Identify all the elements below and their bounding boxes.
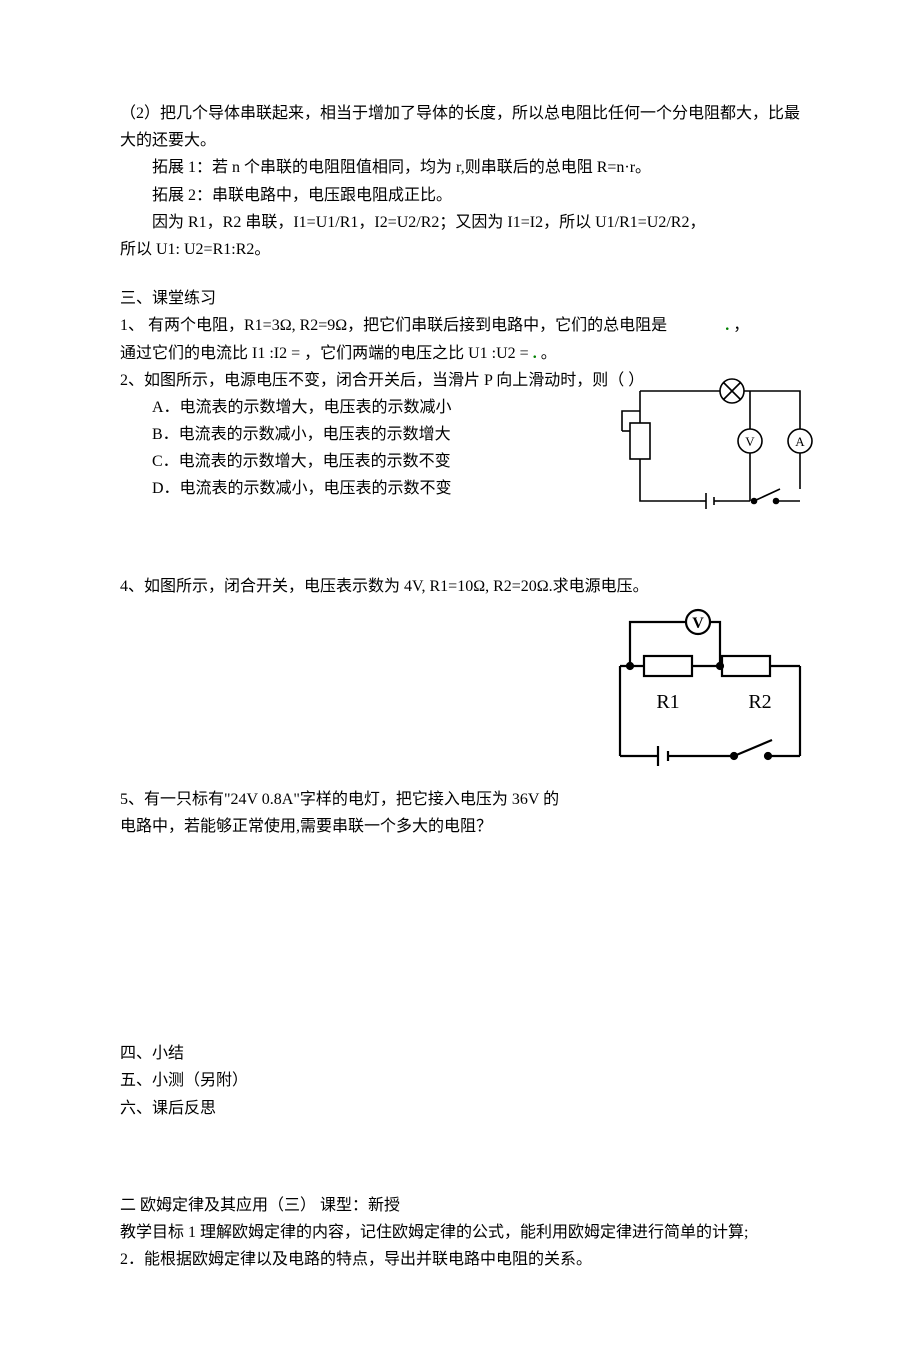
question-1-text-d: 。 <box>541 345 557 362</box>
teaching-goal-1: 教学目标 1 理解欧姆定律的内容，记住欧姆定律的公式，能利用欧姆定律进行简单的计… <box>120 1219 800 1246</box>
teaching-goal-2: 2．能根据欧姆定律以及电路的特点，导出并联电路中电阻的关系。 <box>120 1246 800 1273</box>
section-6-heading: 六、课后反思 <box>120 1095 800 1122</box>
section-5-heading: 五、小测（另附） <box>120 1067 800 1094</box>
paragraph-2: （2）把几个导体串联起来，相当于增加了导体的长度，所以总电阻比任何一个分电阻都大… <box>120 100 800 154</box>
derivation-line-1: 因为 R1，R2 串联，I1=U1/R1，I2=U2/R2；又因为 I1=I2，… <box>120 209 800 236</box>
question-2-block: 2、如图所示，电源电压不变，闭合开关后，当滑片 P 向上滑动时，则（ ） A．电… <box>120 367 800 503</box>
voltmeter-label: V <box>745 434 755 449</box>
question-5-line-1: 5、有一只标有"24V 0.8A"字样的电灯，把它接入电压为 36V 的 <box>120 786 800 813</box>
circuit-diagram-q4: V R1 R2 <box>610 606 810 776</box>
question-1-text-c: 通过它们的电流比 I1 :I2 = ，它们两端的电压之比 U1 :U2 = <box>120 345 533 362</box>
voltmeter-label-q4: V <box>692 615 704 632</box>
question-1: 1、 有两个电阻，R1=3Ω, R2=9Ω，把它们串联后接到电路中，它们的总电阻… <box>120 312 800 366</box>
derivation-line-2: 所以 U1: U2=R1:R2。 <box>120 236 800 263</box>
question-4: 4、如图所示，闭合开关，电压表示数为 4V, R1=10Ω, R2=20Ω.求电… <box>120 573 800 600</box>
section-4-heading: 四、小结 <box>120 1040 800 1067</box>
extension-1: 拓展 1：若 n 个串联的电阻阻值相同，均为 r,则串联后的总电阻 R=n·r。 <box>120 154 800 181</box>
section-3-heading: 三、课堂练习 <box>120 285 800 312</box>
r1-label: R1 <box>656 691 679 713</box>
question-1-text-b: ， <box>733 317 749 334</box>
lesson-3-heading: 二 欧姆定律及其应用（三） 课型：新授 <box>120 1192 800 1219</box>
ammeter-label: A <box>795 434 805 449</box>
circuit-diagram-q2: V A <box>610 371 820 521</box>
extension-2: 拓展 2：串联电路中，电压跟电阻成正比。 <box>120 182 800 209</box>
question-1-text-a: 1、 有两个电阻，R1=3Ω, R2=9Ω，把它们串联后接到电路中，它们的总电阻… <box>120 317 667 334</box>
question-5-line-2: 电路中，若能够正常使用,需要串联一个多大的电阻？ <box>120 813 800 840</box>
green-dot-icon: . <box>533 345 537 362</box>
r2-label: R2 <box>748 691 771 713</box>
green-dot-icon: . <box>725 317 729 334</box>
